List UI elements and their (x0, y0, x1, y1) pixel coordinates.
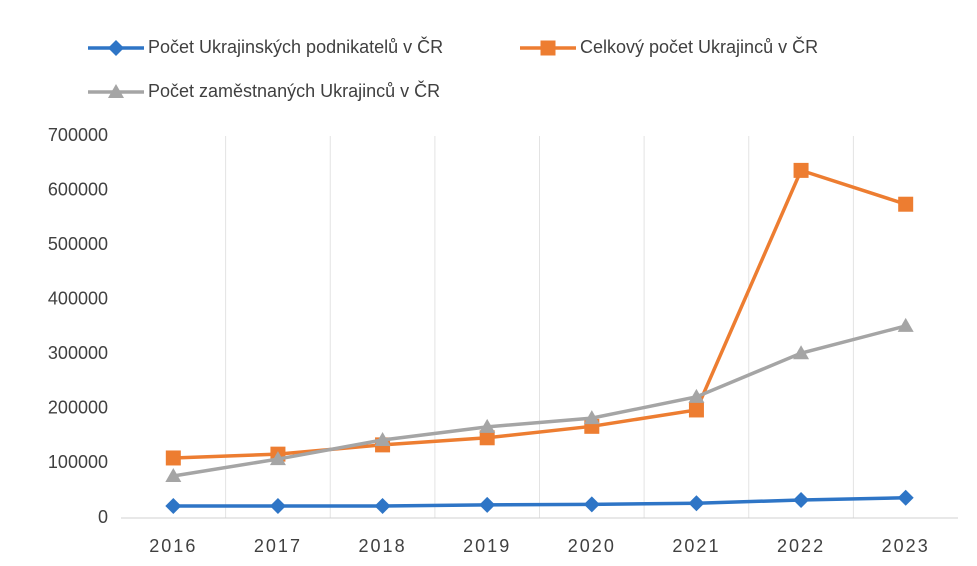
point-marker (165, 467, 182, 482)
point-marker (269, 451, 286, 466)
series-line (173, 324, 907, 478)
x-tick-label: 2019 (463, 536, 511, 556)
point-marker (165, 450, 181, 466)
point-marker (269, 497, 286, 514)
x-tick-label: 2023 (882, 536, 930, 556)
point-marker (688, 388, 705, 403)
point-marker (793, 162, 809, 178)
point-marker (897, 317, 914, 332)
legend-marker (108, 84, 124, 98)
point-marker (479, 496, 496, 513)
point-marker (374, 497, 391, 514)
point-marker (165, 497, 182, 514)
point-marker (793, 491, 810, 508)
point-marker (898, 196, 914, 212)
series-line (173, 168, 907, 460)
legend-label: Celkový počet Ukrajinců v ČR (580, 36, 818, 57)
x-tick-label: 2021 (672, 536, 720, 556)
legend-label: Počet Ukrajinských podnikatelů v ČR (148, 36, 443, 57)
y-tick-label: 700000 (48, 125, 108, 145)
y-tick-label: 200000 (48, 398, 108, 418)
point-marker (688, 495, 705, 512)
point-marker (583, 496, 600, 513)
x-tick-label: 2022 (777, 536, 825, 556)
y-tick-label: 400000 (48, 288, 108, 308)
point-marker (479, 430, 495, 446)
x-tick-label: 2017 (254, 536, 302, 556)
point-marker (793, 345, 810, 360)
legend-label: Počet zaměstnaných Ukrajinců v ČR (148, 80, 440, 101)
y-tick-label: 600000 (48, 179, 108, 199)
y-tick-label: 0 (98, 507, 108, 527)
point-marker (583, 410, 600, 425)
point-marker (688, 402, 704, 418)
point-marker (479, 418, 496, 433)
y-tick-label: 100000 (48, 452, 108, 472)
point-marker (374, 431, 391, 446)
y-tick-label: 300000 (48, 343, 108, 363)
legend-marker (108, 40, 124, 56)
x-tick-label: 2016 (149, 536, 197, 556)
series-line (173, 496, 906, 508)
x-tick-label: 2020 (568, 536, 616, 556)
legend-marker (540, 40, 556, 56)
x-tick-label: 2018 (359, 536, 407, 556)
y-tick-label: 500000 (48, 234, 108, 254)
point-marker (897, 489, 914, 506)
